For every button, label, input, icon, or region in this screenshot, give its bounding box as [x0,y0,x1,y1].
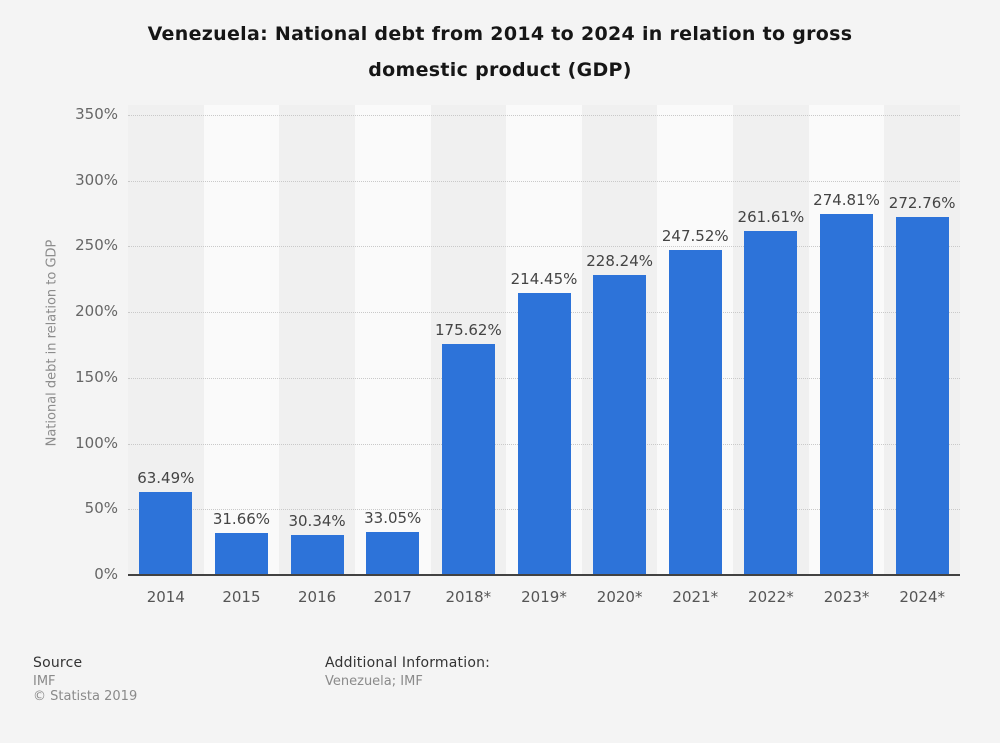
y-axis-tick-label: 300% [75,170,118,189]
gridline [128,180,960,182]
y-axis-tick-label: 100% [75,433,118,452]
x-axis-tick-label: 2020* [596,588,643,606]
bar-value-label: 33.05% [364,508,422,527]
x-axis-tick-label: 2016 [297,588,337,606]
additional-info-value: Venezuela; IMF [325,674,423,689]
gridline [128,246,960,248]
bar[interactable] [214,533,268,575]
bar[interactable] [290,535,344,575]
y-axis-tick-label: 150% [75,367,118,386]
additional-info-block: Additional Information: Venezuela; IMF [325,655,490,689]
x-axis-tick-label: 2021* [672,588,719,606]
plot-column-stripe [279,105,355,575]
bar-value-label: 228.24% [586,252,653,271]
y-axis-tick-label: 200% [75,302,118,321]
x-axis-tick-label: 2014 [146,588,185,606]
y-axis-tick-label: 250% [75,236,118,255]
bar-value-label: 274.81% [813,190,880,209]
copyright-notice: © Statista 2019 [33,689,138,704]
source-block: Source IMF © Statista 2019 [33,655,137,704]
chart-title: Venezuela: National debt from 2014 to 20… [147,23,853,81]
bar[interactable] [668,249,722,575]
bar-value-label: 214.45% [510,270,578,289]
additional-info-label: Additional Information: [325,655,491,671]
x-axis-tick-label: 2015 [222,588,261,606]
x-axis-tick-label: 2017 [373,588,412,606]
bar-value-label: 63.49% [137,468,195,487]
x-axis-line [128,574,960,576]
bar[interactable] [744,231,798,575]
y-axis-tick-label: 50% [84,499,118,518]
y-axis-tick-label: 350% [75,105,118,123]
x-axis-tick-label: 2024* [899,588,946,606]
bar[interactable] [366,531,420,575]
bar[interactable] [517,293,571,575]
bar-value-label: 272.76% [888,193,956,212]
gridline [128,115,960,116]
bar[interactable] [139,491,193,575]
bar-value-label: 261.61% [737,208,805,227]
bar-value-label: 175.62% [434,321,502,340]
bar[interactable] [820,213,874,575]
bar[interactable] [895,216,949,575]
x-axis-tick-label: 2023* [823,588,870,606]
source-label: Source [33,655,83,671]
plot-column-stripe [203,105,280,575]
plot-column-stripe [354,105,431,575]
x-axis-tick-label: 2022* [748,588,794,606]
bar-value-label: 247.52% [661,226,729,245]
x-axis-tick-label: 2019* [521,588,567,606]
bar-value-label: 31.66% [212,510,271,529]
bar[interactable] [441,344,495,575]
source-value: IMF [33,674,56,689]
bar-value-label: 30.34% [288,512,346,531]
bar[interactable] [593,275,647,575]
y-axis-tick-label: 0% [94,565,118,583]
x-axis-tick-label: 2018* [445,588,492,606]
